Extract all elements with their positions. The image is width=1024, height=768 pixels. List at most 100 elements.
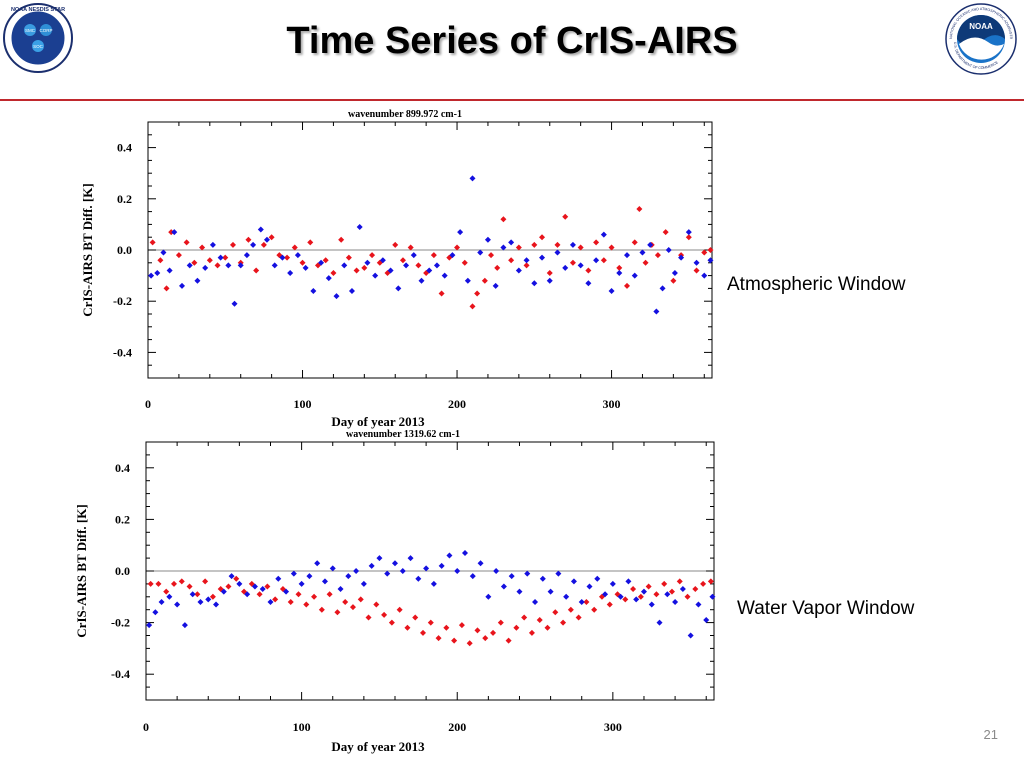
scatter-point <box>302 264 309 271</box>
scatter-point <box>403 262 410 269</box>
scatter-point <box>464 277 471 284</box>
noaa-logo: NOAA NATIONAL OCEANIC AND ATMOSPHERIC AD… <box>944 2 1017 75</box>
scatter-point <box>183 239 190 246</box>
scatter-point <box>630 586 637 593</box>
scatter-point <box>290 570 297 577</box>
scatter-point <box>318 259 325 266</box>
scatter-point <box>492 282 499 289</box>
scatter-point <box>391 560 398 567</box>
scatter-point <box>593 239 600 246</box>
scatter-point <box>523 262 530 269</box>
scatter-point <box>310 287 317 294</box>
scatter-point <box>217 254 224 261</box>
scatter-point <box>267 598 274 605</box>
scatter-point <box>488 252 495 259</box>
scatter-point <box>189 591 196 598</box>
scatter-point <box>236 580 243 587</box>
scatter-point <box>616 264 623 271</box>
scatter-point <box>342 598 349 605</box>
scatter-point <box>175 252 182 259</box>
scatter-point <box>174 601 181 608</box>
scatter-point <box>622 596 629 603</box>
scatter-point <box>490 629 497 636</box>
scatter-point <box>430 252 437 259</box>
scatter-point <box>379 257 386 264</box>
scatter-point <box>586 583 593 590</box>
scatter-point <box>546 270 553 277</box>
scatter-point <box>206 257 213 264</box>
scatter-point <box>508 239 515 246</box>
scatter-point <box>399 257 406 264</box>
y-tick-label: 0.4 <box>117 141 132 155</box>
scatter-point <box>337 586 344 593</box>
slide-title: Time Series of CrIS-AIRS <box>286 20 738 62</box>
scatter-point <box>410 252 417 259</box>
scatter-point <box>685 229 692 236</box>
scatter-point <box>148 272 155 279</box>
scatter-point <box>454 244 461 251</box>
scatter-point <box>213 601 220 608</box>
scatter-point <box>624 252 631 259</box>
scatter-point <box>314 560 321 567</box>
scatter-point <box>665 247 672 253</box>
scatter-point <box>653 591 660 598</box>
scatter-point <box>333 293 340 300</box>
scatter-point <box>701 272 708 279</box>
scatter-point <box>435 635 442 642</box>
y-tick-label: 0.2 <box>115 512 130 526</box>
scatter-point <box>446 552 453 559</box>
scatter-point <box>636 206 643 213</box>
scatter-point <box>407 555 414 562</box>
scatter-point <box>693 259 700 266</box>
scatter-point <box>186 583 193 590</box>
scatter-point <box>639 249 646 256</box>
scatter-point <box>325 275 332 282</box>
scatter-point <box>528 629 535 636</box>
x-axis-label: Day of year 2013 <box>331 414 425 429</box>
scatter-point <box>307 239 314 246</box>
scatter-point <box>229 241 236 248</box>
logo-text-smc: SMC <box>25 28 36 33</box>
scatter-point <box>676 578 683 585</box>
scatter-point <box>160 249 167 256</box>
scatter-point <box>146 622 153 629</box>
scatter-point <box>481 277 488 284</box>
x-axis-label: Day of year 2013 <box>331 739 425 754</box>
scatter-point <box>443 624 450 631</box>
x-tick-label: 200 <box>448 397 466 411</box>
scatter-point <box>259 586 266 593</box>
scatter-point <box>563 593 570 600</box>
y-tick-label: -0.4 <box>113 345 132 359</box>
scatter-point <box>482 635 489 642</box>
scatter-point <box>284 254 291 261</box>
scatter-point <box>372 272 379 279</box>
scatter-point <box>245 236 252 243</box>
scatter-point <box>458 622 465 629</box>
scatter-point <box>149 239 156 246</box>
scatter-point <box>449 252 456 259</box>
scatter-point <box>287 270 294 277</box>
scatter-point <box>500 244 507 251</box>
scatter-point <box>163 285 170 292</box>
scatter-point <box>703 617 710 624</box>
scatter-point <box>616 270 623 277</box>
scatter-point <box>194 591 201 598</box>
scatter-point <box>625 578 632 585</box>
scatter-point <box>197 598 204 605</box>
scatter-point <box>539 234 546 241</box>
scatter-point <box>253 267 260 274</box>
scatter-point <box>600 231 607 238</box>
scatter-point <box>433 262 440 269</box>
scatter-point <box>263 236 270 243</box>
scatter-point <box>168 229 175 236</box>
scatter-point <box>593 257 600 264</box>
scatter-point <box>662 229 669 236</box>
scatter-point <box>578 598 585 605</box>
x-tick-label: 0 <box>145 397 151 411</box>
scatter-point <box>656 619 663 626</box>
scatter-point <box>205 596 212 603</box>
scatter-point <box>547 588 554 595</box>
scatter-point <box>600 257 607 264</box>
scatter-point <box>664 591 671 598</box>
